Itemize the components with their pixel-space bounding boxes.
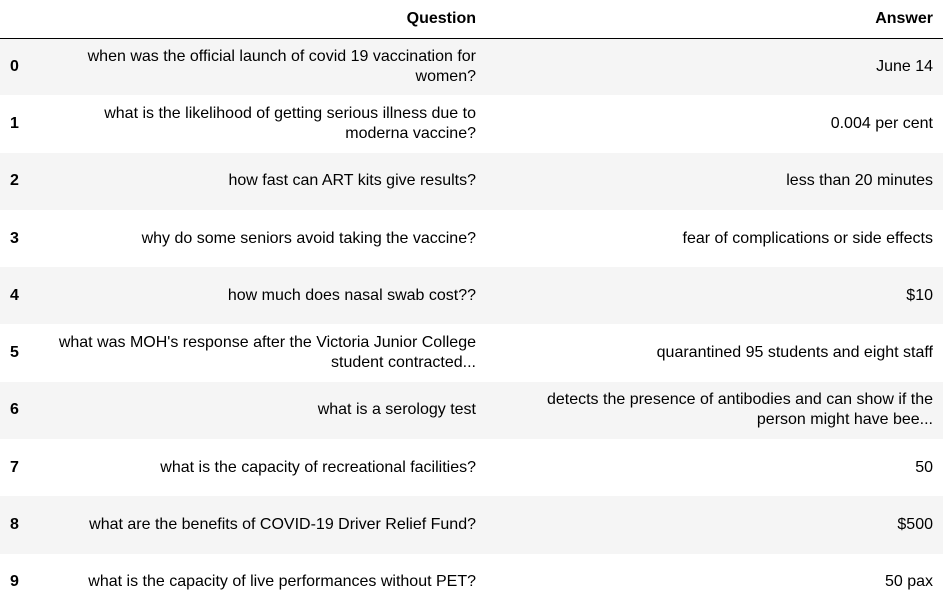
- answer-cell: June 14: [486, 38, 943, 95]
- answer-text: June 14: [876, 57, 933, 75]
- table-row: 2 how fast can ART kits give results? le…: [0, 152, 943, 210]
- question-text: what is the likelihood of getting seriou…: [104, 104, 476, 142]
- question-text: what are the benefits of COVID-19 Driver…: [89, 516, 476, 534]
- question-text: when was the official launch of covid 19…: [87, 47, 476, 85]
- table-row: 1 what is the likelihood of getting seri…: [0, 95, 943, 153]
- answer-text: fear of complications or side effects: [682, 229, 934, 247]
- answer-cell: 50 pax: [486, 554, 943, 610]
- table-row: 8 what are the benefits of COVID-19 Driv…: [0, 496, 943, 554]
- question-cell: what is a serology test: [46, 382, 486, 439]
- header-row: Question Answer: [0, 0, 943, 39]
- question-text: why do some seniors avoid taking the vac…: [141, 229, 476, 247]
- row-index: 7: [10, 458, 19, 476]
- row-index: 9: [10, 573, 19, 591]
- question-cell: what are the benefits of COVID-19 Driver…: [46, 496, 486, 553]
- answer-cell: $10: [486, 267, 943, 324]
- answer-cell: detects the presence of antibodies and c…: [486, 382, 943, 439]
- question-cell: when was the official launch of covid 19…: [46, 38, 486, 95]
- question-cell: what is the capacity of recreational fac…: [46, 439, 486, 496]
- question-cell: how much does nasal swab cost??: [46, 267, 486, 324]
- answer-text: quarantined 95 students and eight staff: [656, 344, 933, 362]
- row-index: 4: [10, 286, 19, 304]
- table-row: 9 what is the capacity of live performan…: [0, 553, 943, 610]
- answer-cell: less than 20 minutes: [486, 153, 943, 210]
- row-index: 8: [10, 516, 19, 534]
- row-index: 6: [10, 401, 19, 419]
- question-cell: what is the capacity of live performance…: [46, 554, 486, 610]
- answer-cell: 0.004 per cent: [486, 95, 943, 152]
- table-row: 7 what is the capacity of recreational f…: [0, 439, 943, 497]
- table-row: 0 when was the official launch of covid …: [0, 38, 943, 96]
- answer-cell: 50: [486, 439, 943, 496]
- row-index: 0: [10, 57, 19, 75]
- row-index: 5: [10, 344, 19, 362]
- answer-text: 0.004 per cent: [830, 114, 933, 132]
- answer-text: $500: [897, 516, 933, 534]
- row-index: 3: [10, 229, 19, 247]
- question-cell: what was MOH's response after the Victor…: [46, 324, 486, 381]
- question-cell: how fast can ART kits give results?: [46, 153, 486, 210]
- question-text: how much does nasal swab cost??: [227, 286, 476, 304]
- row-index: 2: [10, 172, 19, 190]
- table-row: 3 why do some seniors avoid taking the v…: [0, 209, 943, 268]
- table-row: 5 what was MOH's response after the Vict…: [0, 324, 943, 382]
- question-column-header: Question: [46, 0, 486, 39]
- question-text: what is a serology test: [317, 401, 476, 419]
- row-index: 1: [10, 114, 19, 132]
- answer-text: 50 pax: [884, 573, 933, 591]
- question-cell: why do some seniors avoid taking the vac…: [46, 210, 486, 267]
- answer-column-header: Answer: [486, 0, 943, 39]
- answer-text: 50: [915, 458, 933, 476]
- table-header: Question Answer: [0, 0, 943, 39]
- question-text: what is the capacity of recreational fac…: [160, 458, 476, 476]
- question-text: what was MOH's response after the Victor…: [58, 334, 476, 372]
- answer-text: less than 20 minutes: [786, 172, 933, 190]
- answer-cell: $500: [486, 496, 943, 553]
- answer-text: detects the presence of antibodies and c…: [546, 391, 933, 429]
- table-row: 4 how much does nasal swab cost?? $10: [0, 267, 943, 325]
- answer-text: $10: [906, 286, 933, 304]
- table-row: 6 what is a serology test detects the pr…: [0, 381, 943, 440]
- index-column-header: [0, 0, 46, 39]
- table-body: 0 when was the official launch of covid …: [0, 38, 943, 610]
- answer-cell: fear of complications or side effects: [486, 210, 943, 267]
- question-text: what is the capacity of live performance…: [88, 573, 476, 591]
- question-text: how fast can ART kits give results?: [228, 172, 476, 190]
- answer-cell: quarantined 95 students and eight staff: [486, 324, 943, 381]
- question-cell: what is the likelihood of getting seriou…: [46, 95, 486, 152]
